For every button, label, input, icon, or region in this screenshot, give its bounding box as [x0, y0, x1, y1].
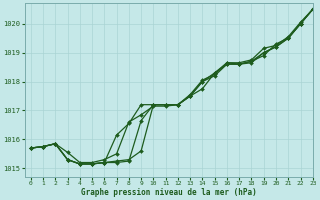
X-axis label: Graphe pression niveau de la mer (hPa): Graphe pression niveau de la mer (hPa): [81, 188, 257, 197]
